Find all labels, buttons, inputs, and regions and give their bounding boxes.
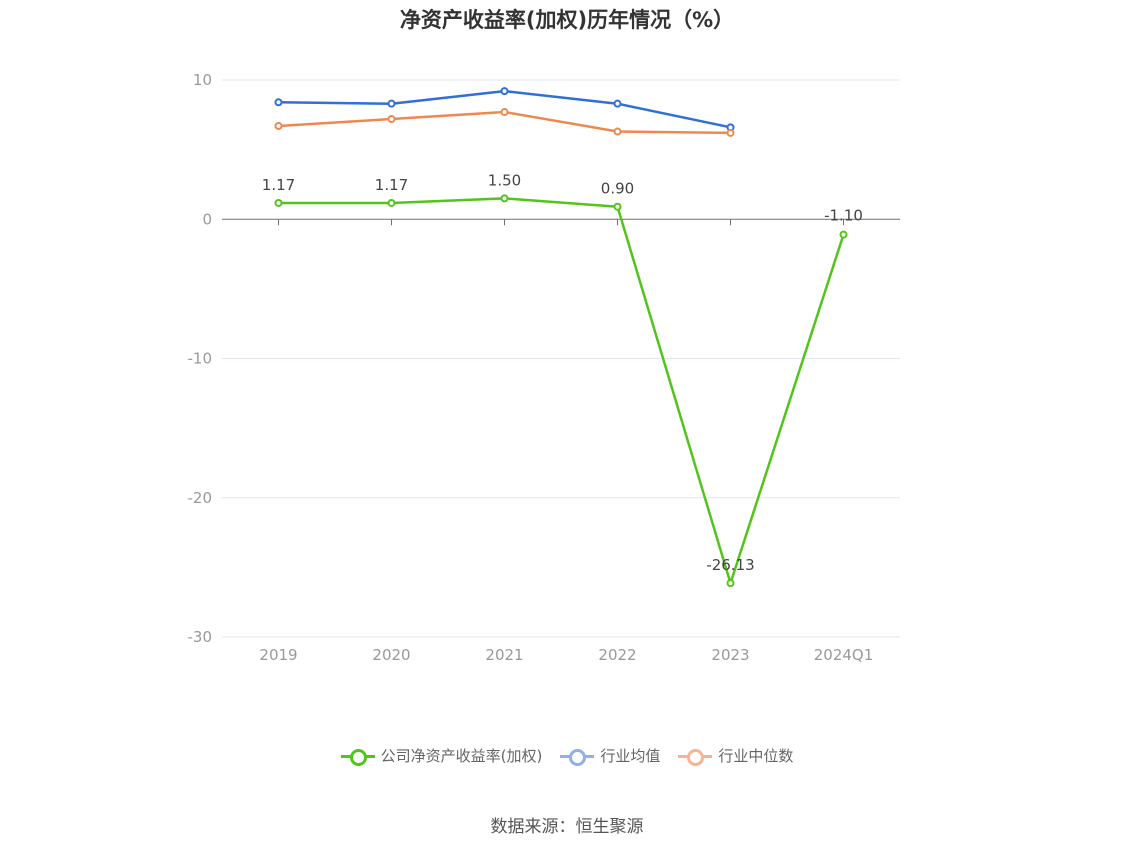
data-point [274,98,283,107]
data-label: -1.10 [824,207,863,225]
data-point [500,108,509,117]
data-point [613,127,622,136]
data-label: 1.17 [262,176,295,194]
grid-layer [222,79,900,638]
data-point [500,87,509,96]
data-point [274,198,283,207]
y-tick-label: -30 [188,628,213,646]
y-tick-label: -20 [188,489,213,507]
data-point [387,114,396,123]
legend-label: 公司净资产收益率(加权) [380,747,543,765]
legend-item-industry-median[interactable]: 行业中位数 [678,745,793,766]
legend-marker-icon [560,748,595,766]
data-point [387,198,396,207]
x-tick-label: 2019 [259,646,297,664]
data-label: -26.13 [706,556,754,574]
legend-label: 行业中位数 [718,747,794,765]
legend-item-company-roe[interactable]: 公司净资产收益率(加权) [340,745,543,766]
legend-label: 行业均值 [600,747,661,765]
series-layer [274,87,848,588]
data-point [613,202,622,211]
x-tick-label: 2024Q1 [814,646,874,664]
data-label: 1.17 [375,176,408,194]
legend-marker-icon [678,748,713,766]
legend: 公司净资产收益率(加权) 行业均值 行业中位数 [0,745,1134,766]
data-point [387,99,396,108]
data-point [726,579,735,588]
legend-marker-icon [340,748,375,766]
x-tick-label: 2021 [485,646,523,664]
x-tick-label: 2020 [372,646,410,664]
data-point [726,128,735,137]
y-tick-label: 10 [193,71,212,89]
data-label: 0.90 [601,180,634,198]
data-point [500,194,509,203]
series-line [278,197,845,585]
x-tick-label: 2023 [711,646,749,664]
data-label: 1.50 [488,171,521,189]
legend-item-industry-mean[interactable]: 行业均值 [560,745,660,766]
chart-title: 净资产收益率(加权)历年情况（%） [399,8,735,32]
y-tick-label: 0 [202,210,212,228]
data-point [274,121,283,130]
data-point [839,230,848,239]
y-tick-label: -10 [188,350,213,368]
x-tick-label: 2022 [598,646,636,664]
data-label-layer: 1.17 1.17 1.50 0.90 -26.13 -1.10 [262,171,863,574]
data-point [613,99,622,108]
axis-layer: 10 0 -10 -20 -30 2019 2020 2021 2022 2023 2024Q1 [188,71,900,664]
data-source: 数据来源：恒生聚源 [490,817,644,837]
